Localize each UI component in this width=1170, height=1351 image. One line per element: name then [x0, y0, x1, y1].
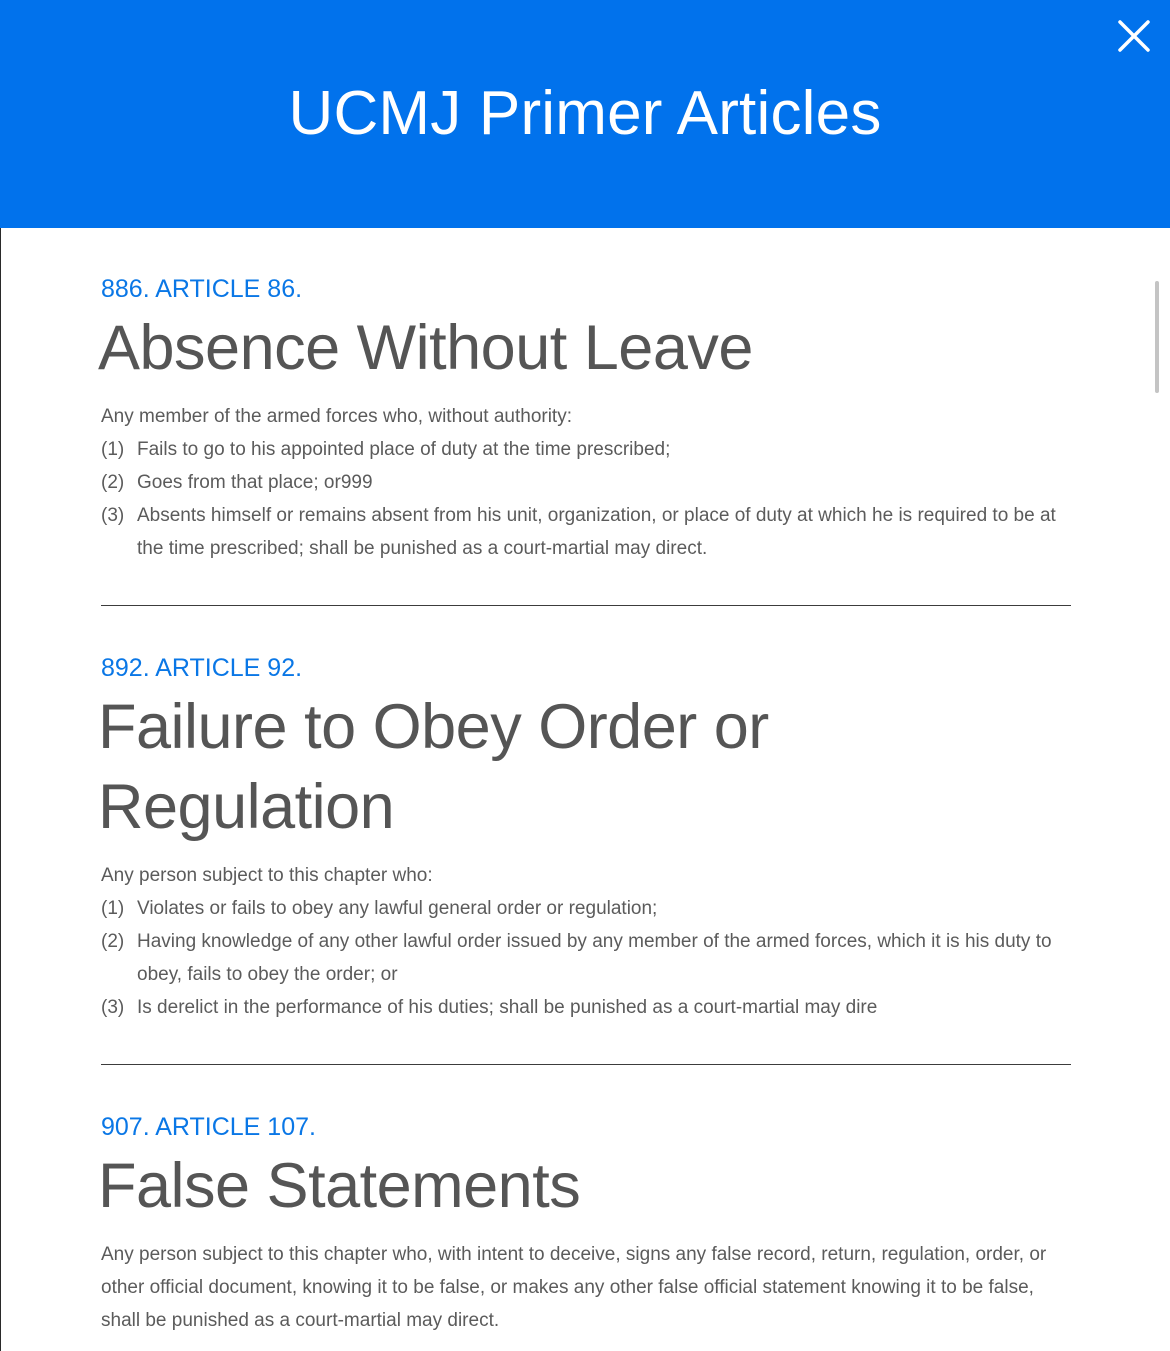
list-item-number: (1) [101, 898, 125, 919]
list-item-number: (3) [101, 505, 125, 526]
section-divider [101, 605, 1071, 606]
articles-list: 886. ARTICLE 86. Absence Without Leave A… [98, 270, 1071, 1351]
article-92: 892. ARTICLE 92. Failure to Obey Order o… [98, 649, 1071, 1024]
list-item: (1) Violates or fails to obey any lawful… [101, 892, 1071, 925]
list-item: (2) Having knowledge of any other lawful… [101, 925, 1071, 991]
window-edge [0, 0, 1, 1351]
list-item: (3) Is derelict in the performance of hi… [101, 991, 1071, 1024]
list-item-text: Absents himself or remains absent from h… [137, 505, 1056, 559]
list-item-text: Having knowledge of any other lawful ord… [137, 931, 1052, 985]
article-intro: Any member of the armed forces who, with… [101, 406, 572, 427]
article-intro: Any person subject to this chapter who, … [101, 1244, 1047, 1331]
article-number: 892. ARTICLE 92. [101, 654, 303, 682]
modal-header: UCMJ Primer Articles [0, 0, 1170, 228]
list-item-number: (2) [101, 472, 125, 493]
list-item-text: Violates or fails to obey any lawful gen… [137, 898, 658, 919]
close-icon [1118, 20, 1150, 52]
article-number: 907. ARTICLE 107. [101, 1113, 316, 1141]
list-item: (1) Fails to go to his appointed place o… [101, 433, 1071, 466]
list-item-number: (2) [101, 931, 125, 952]
list-item-text: Is derelict in the performance of his du… [137, 997, 878, 1018]
list-item: (3) Absents himself or remains absent fr… [101, 499, 1071, 565]
scrollbar-thumb[interactable] [1155, 281, 1159, 393]
section-divider [101, 1064, 1071, 1065]
modal-title: UCMJ Primer Articles [288, 79, 882, 148]
article-title: False Statements [98, 1151, 581, 1221]
list-item-text: Goes from that place; or999 [137, 472, 373, 493]
article-86: 886. ARTICLE 86. Absence Without Leave A… [98, 270, 1071, 565]
list-item: (2) Goes from that place; or999 [101, 466, 1071, 499]
article-107: 907. ARTICLE 107. False Statements Any p… [98, 1108, 1071, 1337]
article-number: 886. ARTICLE 86. [101, 275, 303, 303]
list-item-number: (1) [101, 439, 125, 460]
article-title: Absence Without Leave [98, 313, 753, 383]
article-intro: Any person subject to this chapter who: [101, 865, 433, 886]
close-button[interactable] [1116, 18, 1152, 54]
list-item-number: (3) [101, 997, 125, 1018]
list-item-text: Fails to go to his appointed place of du… [137, 439, 671, 460]
article-title: Failure to Obey Order or Regulation [98, 692, 769, 842]
